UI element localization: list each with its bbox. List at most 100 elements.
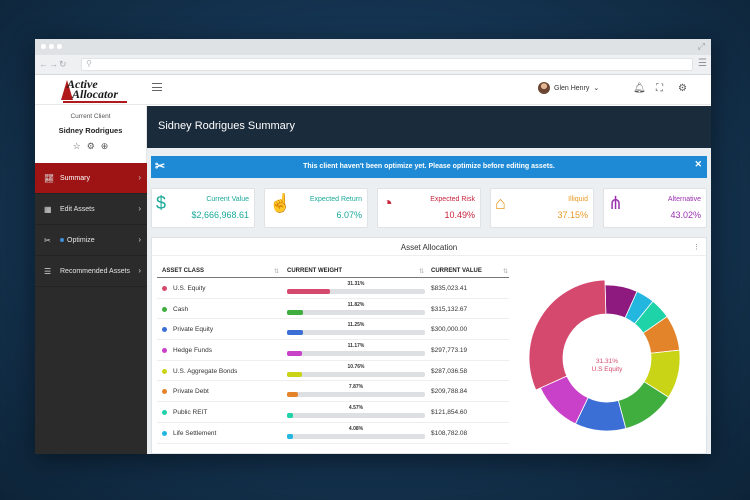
column-current-value[interactable]: CURRENT VALUE	[431, 268, 482, 274]
alert-message: This client haven't been optimize yet. P…	[303, 163, 555, 170]
sidebar-item-label: Optimize	[67, 236, 95, 244]
weight-bar	[287, 413, 425, 419]
table-row[interactable]: Public REIT 4.57% $121,854.60	[157, 402, 509, 423]
metric-card: ⌂ Illiquid 37.15%	[490, 188, 594, 228]
series-color-dot	[162, 430, 167, 436]
weight-bar-fill	[287, 309, 304, 315]
asset-class-name: Cash	[173, 305, 189, 313]
logo-line1: Active	[67, 77, 98, 91]
current-value: $108,782.08	[431, 429, 468, 437]
asset-class-name: Private Equity	[173, 326, 214, 334]
column-asset-class[interactable]: ASSET CLASS	[162, 268, 205, 274]
weight-label: 10.76%	[347, 363, 365, 370]
column-current-weight[interactable]: CURRENT WEIGHT	[287, 268, 342, 274]
asset-allocation-title: Asset Allocation ⋮	[152, 238, 706, 256]
user-menu[interactable]: Glen Henry ⌄	[538, 82, 599, 94]
current-value: $287,036.58	[431, 367, 468, 375]
sidebar-item-optimize[interactable]: ✂ Optimize ›	[35, 225, 147, 256]
metric-title: Alternative	[667, 196, 701, 203]
window-dot-icon[interactable]	[49, 44, 54, 49]
star-icon[interactable]: ☆	[72, 141, 81, 151]
current-client-label: Current Client	[70, 113, 111, 120]
chevron-right-icon: ›	[138, 235, 141, 244]
active-allocator-logo[interactable]: Active Allocator	[61, 77, 127, 103]
series-color-dot	[162, 368, 167, 374]
metric-title: Current Value	[206, 196, 249, 203]
series-color-dot	[162, 410, 167, 416]
window-dot-icon[interactable]	[41, 44, 46, 49]
table-row[interactable]: Private Equity 11.25% $300,000.00	[157, 319, 509, 341]
metric-value: 6.07%	[336, 210, 362, 220]
sort-icon[interactable]: ⇅	[419, 269, 425, 275]
close-icon[interactable]: ✕	[694, 159, 702, 169]
sidebar-item-edit-assets[interactable]: ▦ Edit Assets ›	[35, 194, 147, 225]
more-options-icon[interactable]: ⋮	[693, 244, 700, 251]
weight-bar-fill	[287, 289, 331, 294]
settings-icon[interactable]: ⚙	[86, 141, 95, 151]
sidebar: Current Client Sidney Rodrigues ☆ ⚙ ⊕ 📈︎…	[35, 106, 147, 454]
sort-icon[interactable]: ⇅	[503, 269, 509, 275]
sidebar-item-summary[interactable]: 📈︎ Summary ›	[35, 163, 147, 194]
page-title: Sidney Rodrigues Summary	[147, 106, 711, 148]
metric-card: ◔ Expected Risk 10.49%	[377, 188, 481, 228]
metric-title: Expected Return	[309, 196, 362, 203]
metric-cards: $ Current Value $2,666,968.61 ☝ Expected Ret…	[151, 188, 707, 228]
chevron-down-icon: ⌄	[593, 85, 600, 92]
current-value: $297,773.19	[431, 347, 468, 355]
table-body: U.S. Equity 31.31% $835,023.41 Cash 11.82% $3…	[157, 278, 509, 444]
screen-icon[interactable]: ⛶	[656, 83, 663, 94]
metric-title: Expected Risk	[430, 196, 475, 203]
add-icon[interactable]: ⊕	[100, 141, 109, 151]
logo-triangle-icon	[61, 80, 73, 100]
weight-label: 11.25%	[347, 322, 365, 329]
weight-label: 4.57%	[348, 405, 364, 412]
sort-icon[interactable]: ⇅	[274, 269, 280, 275]
series-color-dot	[162, 389, 167, 395]
table-row[interactable]: Cash 11.82% $315,132.67	[157, 299, 509, 320]
table-row[interactable]: Hedge Funds 11.17% $297,773.19	[157, 340, 509, 361]
weight-bar	[287, 351, 425, 357]
bell-icon[interactable]: 🔔︎	[633, 83, 646, 94]
asset-allocation-panel: Asset Allocation ⋮ ASSET CLASS ⇅ CURRENT…	[151, 237, 707, 454]
client-name: Sidney Rodrigues	[58, 126, 123, 135]
donut-slice[interactable]	[528, 279, 607, 391]
table-row[interactable]: Private Debt 7.87% $209,788.84	[157, 381, 509, 403]
window-controls[interactable]	[41, 44, 62, 49]
logo-underline	[63, 101, 127, 103]
weight-bar-fill	[287, 433, 293, 439]
metric-title: Illiquid	[568, 196, 588, 203]
table-row[interactable]: Life Settlement 4.08% $108,782.08	[157, 423, 509, 444]
table-header: ASSET CLASS ⇅ CURRENT WEIGHT ⇅ CURRENT V…	[157, 264, 509, 278]
weight-bar	[287, 330, 425, 336]
weight-bar	[287, 371, 425, 377]
weight-bar-fill	[287, 351, 303, 357]
app-topbar: Active Allocator Glen Henry ⌄ 🔔︎ ⛶ ⚙	[35, 75, 711, 105]
grid-icon: ▦	[44, 204, 52, 214]
url-input[interactable]: ⚲	[81, 58, 693, 71]
series-color-dot	[162, 286, 167, 291]
weight-bar	[287, 309, 425, 315]
gear-icon[interactable]: ⚙	[678, 83, 687, 94]
window-dot-icon[interactable]	[57, 44, 62, 49]
asset-allocation-donut[interactable]	[527, 278, 687, 438]
weight-label: 31.31%	[347, 281, 365, 287]
weight-bar	[287, 392, 425, 398]
table-row[interactable]: U.S. Equity 31.31% $835,023.41	[157, 278, 509, 299]
current-value: $121,854.60	[431, 409, 468, 417]
money-hand-icon: ☝	[269, 193, 292, 213]
sidebar-item-recommended-assets[interactable]: ☰ Recommended Assets ›	[35, 256, 147, 287]
expand-icon[interactable]: ⤢	[697, 41, 705, 51]
chevron-right-icon: ›	[138, 204, 141, 213]
current-client-panel: Current Client Sidney Rodrigues ☆ ⚙ ⊕	[35, 106, 147, 163]
browser-menu-icon[interactable]: ☰	[698, 58, 707, 69]
series-color-dot	[162, 306, 167, 312]
table-row[interactable]: U.S. Aggregate Bonds 10.76% $287,036.58	[157, 361, 509, 382]
current-value: $835,023.41	[431, 285, 468, 292]
series-color-dot	[162, 327, 167, 333]
weight-bar	[287, 433, 425, 439]
donut-center-label: 31.31% U.S Equity	[527, 358, 687, 374]
sidebar-item-label: Edit Assets	[60, 205, 95, 213]
browser-nav-icons[interactable]: ←→↻	[39, 59, 68, 69]
hamburger-menu-icon[interactable]	[152, 83, 162, 91]
optimize-alert: ✂ This client haven't been optimize yet.…	[151, 156, 707, 178]
